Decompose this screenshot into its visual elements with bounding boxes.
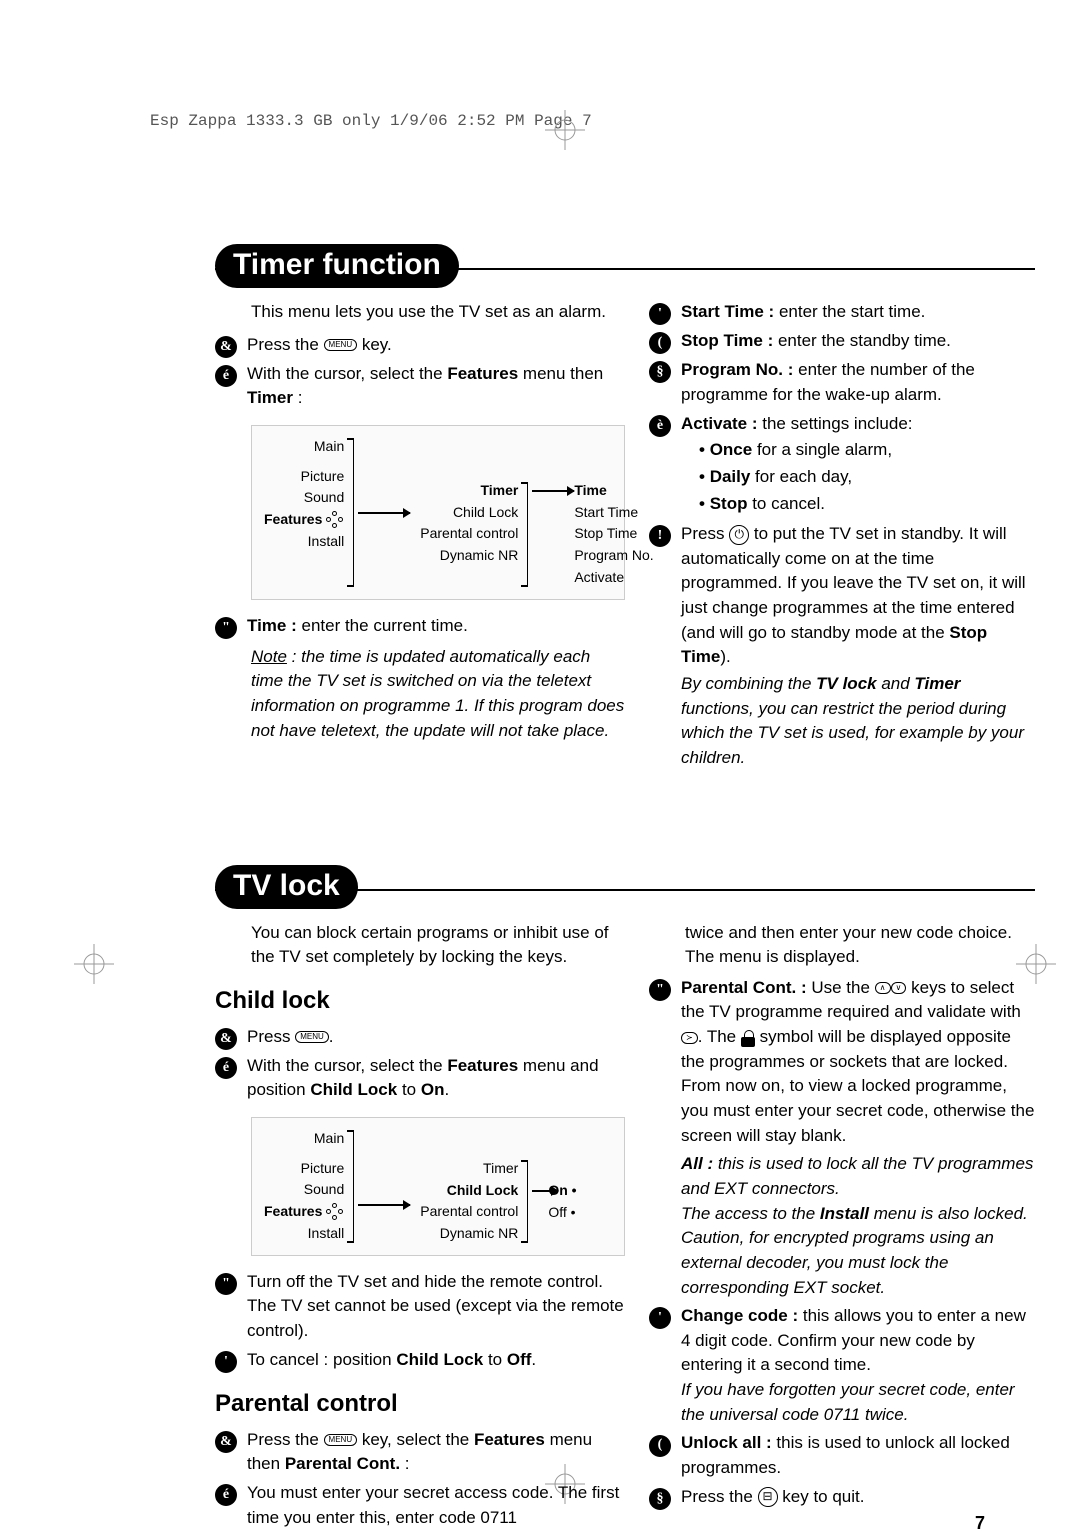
section-title-tvlock: TV lock — [215, 865, 358, 909]
timer-step-6: §Program No. : enter the number of the p… — [649, 358, 1035, 407]
timer-step-3: " Time : enter the current time. — [215, 614, 625, 639]
timer-step-2: é With the cursor, select the Features m… — [215, 362, 625, 411]
lock-icon — [741, 1030, 755, 1046]
parental-heading: Parental control — [215, 1387, 625, 1422]
menu-key-icon: MENU — [295, 1031, 329, 1043]
registration-mark-top — [545, 110, 585, 150]
timer-step-1: & Press the MENU key. — [215, 333, 625, 358]
tvlock-intro: You can block certain programs or inhibi… — [251, 921, 625, 970]
cl-step-3: "Turn off the TV set and hide the remote… — [215, 1270, 625, 1344]
registration-mark-left — [74, 944, 114, 984]
timer-step-4: 'Start Time : enter the start time. — [649, 300, 1035, 325]
childlock-menu-diagram: Main Picture Sound Features Install Time… — [251, 1117, 625, 1256]
standby-key-icon: ⏻ — [729, 525, 749, 545]
pc-step-2: éYou must enter your secret access code.… — [215, 1481, 625, 1530]
pc-step-1: &Press the MENU key, select the Features… — [215, 1428, 625, 1477]
page-content: Timer function This menu lets you use th… — [215, 244, 1035, 1534]
pc-continuation: twice and then enter your new code choic… — [685, 921, 1035, 970]
cursor-icon — [326, 1203, 344, 1221]
cl-step-4: 'To cancel : position Child Lock to Off. — [215, 1348, 625, 1373]
cursor-icon — [326, 511, 344, 529]
print-header: Esp Zappa 1333.3 GB only 1/9/06 2:52 PM … — [150, 112, 592, 130]
section-title-timer: Timer function — [215, 244, 459, 288]
timer-left-col: This menu lets you use the TV set as an … — [215, 300, 625, 775]
pc-step-3: " Parental Cont. : Use the ∧∨ keys to se… — [649, 976, 1035, 1300]
timer-right-col: 'Start Time : enter the start time. (Sto… — [649, 300, 1035, 775]
tvlock-columns: You can block certain programs or inhibi… — [215, 921, 1035, 1534]
right-key-icon: ≻ — [681, 1032, 698, 1044]
step-num-3: " — [215, 617, 237, 639]
step-num-1: & — [215, 336, 237, 358]
cl-step-2: éWith the cursor, select the Features me… — [215, 1054, 625, 1103]
exit-key-icon: ⊟ — [758, 1487, 778, 1507]
timer-note: Note : the time is updated automatically… — [251, 645, 625, 744]
timer-step-5: (Stop Time : enter the standby time. — [649, 329, 1035, 354]
menu-key-icon: MENU — [324, 339, 358, 351]
timer-intro: This menu lets you use the TV set as an … — [251, 300, 625, 325]
timer-columns: This menu lets you use the TV set as an … — [215, 300, 1035, 775]
childlock-heading: Child lock — [215, 984, 625, 1019]
pc-step-5: (Unlock all : this is used to unlock all… — [649, 1431, 1035, 1480]
page-number: 7 — [975, 1513, 985, 1534]
tvlock-left-col: You can block certain programs or inhibi… — [215, 921, 625, 1534]
up-key-icon: ∧ — [875, 982, 891, 994]
timer-step-8: ! Press ⏻ to put the TV set in standby. … — [649, 522, 1035, 770]
step-num-2: é — [215, 365, 237, 387]
cl-step-1: &Press MENU. — [215, 1025, 625, 1050]
tvlock-right-col: twice and then enter your new code choic… — [649, 921, 1035, 1534]
timer-menu-diagram: Main Picture Sound Features Install Time… — [251, 425, 625, 599]
menu-key-icon: MENU — [324, 1434, 358, 1446]
pc-step-6: §Press the ⊟ key to quit. — [649, 1485, 1035, 1510]
pc-step-4: ' Change code : this allows you to enter… — [649, 1304, 1035, 1427]
down-key-icon: ∨ — [891, 982, 907, 994]
timer-step-7: è Activate : the settings include: Once … — [649, 412, 1035, 519]
